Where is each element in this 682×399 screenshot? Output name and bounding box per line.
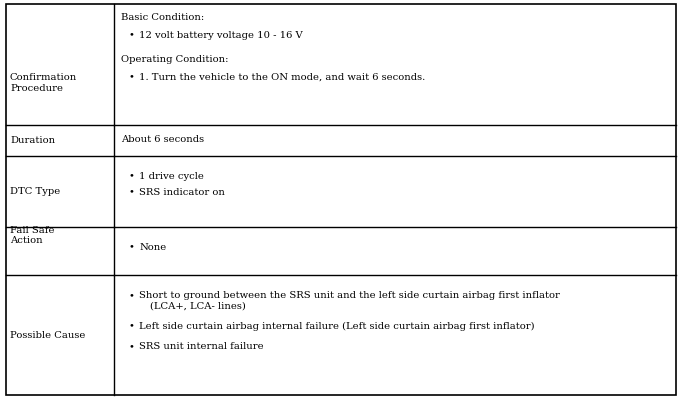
Text: Left side curtain airbag internal failure (Left side curtain airbag first inflat: Left side curtain airbag internal failur…	[139, 322, 535, 330]
Text: 1. Turn the vehicle to the ON mode, and wait 6 seconds.: 1. Turn the vehicle to the ON mode, and …	[139, 72, 426, 81]
Text: DTC Type: DTC Type	[10, 187, 60, 196]
Text: Short to ground between the SRS unit and the left side curtain airbag first infl: Short to ground between the SRS unit and…	[139, 291, 560, 300]
Text: 12 volt battery voltage 10 - 16 V: 12 volt battery voltage 10 - 16 V	[139, 31, 303, 40]
Text: Operating Condition:: Operating Condition:	[121, 55, 228, 63]
Text: About 6 seconds: About 6 seconds	[121, 135, 204, 144]
Text: 1 drive cycle: 1 drive cycle	[139, 172, 204, 181]
Text: •: •	[128, 243, 134, 251]
Text: SRS indicator on: SRS indicator on	[139, 188, 225, 197]
Text: Basic Condition:: Basic Condition:	[121, 13, 204, 22]
Text: None: None	[139, 243, 166, 251]
Text: Possible Cause: Possible Cause	[10, 331, 85, 340]
Text: Duration: Duration	[10, 136, 55, 145]
Text: •: •	[128, 342, 134, 351]
Text: •: •	[128, 172, 134, 181]
Text: •: •	[128, 291, 134, 300]
Text: •: •	[128, 322, 134, 330]
Text: Fail Safe
Action: Fail Safe Action	[10, 225, 55, 245]
Text: •: •	[128, 188, 134, 197]
Text: •: •	[128, 72, 134, 81]
Text: SRS unit internal failure: SRS unit internal failure	[139, 342, 264, 351]
Text: •: •	[128, 31, 134, 40]
Text: Confirmation
Procedure: Confirmation Procedure	[10, 73, 77, 93]
Text: (LCA+, LCA- lines): (LCA+, LCA- lines)	[150, 302, 246, 311]
